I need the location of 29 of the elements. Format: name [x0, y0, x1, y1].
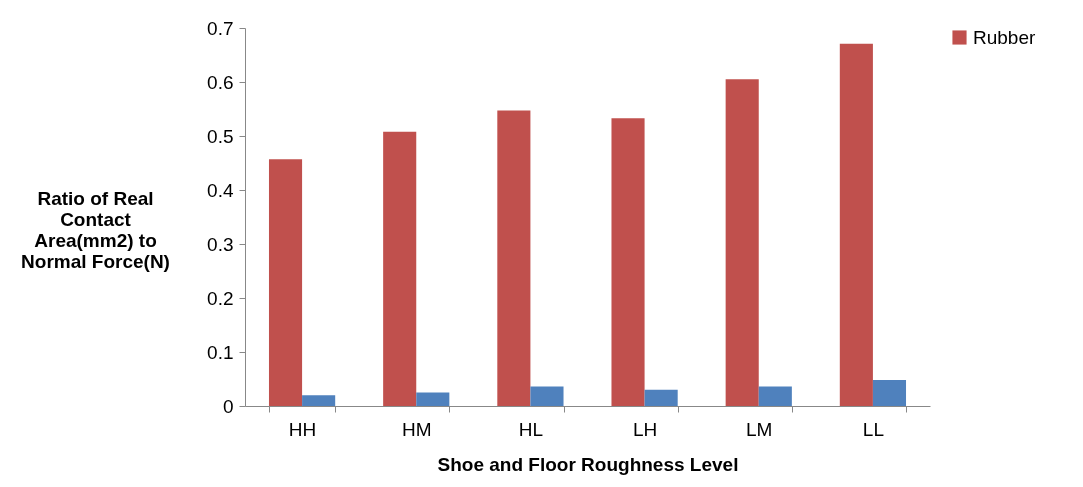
bar	[725, 79, 759, 406]
y-tick-label: 0.3	[207, 233, 234, 255]
bar	[497, 110, 531, 406]
y-tick-label: 0.4	[207, 179, 234, 201]
x-axis-title: Shoe and Floor Roughness Level	[437, 453, 739, 475]
y-axis-title: Ratio of Real Contact Area(mm2) to Normal Force(N)	[21, 187, 170, 272]
bar	[383, 131, 417, 406]
y-tick-label: 0.2	[207, 287, 234, 309]
x-tick-label: LL	[862, 418, 884, 440]
legend-label: Rubber	[973, 26, 1036, 48]
y-tick-label: 0.1	[207, 341, 234, 363]
bar	[530, 386, 564, 406]
bar	[839, 43, 873, 406]
y-tick-label: 0.7	[207, 17, 234, 39]
x-tick-label: HL	[518, 418, 544, 440]
y-tick-label: 0.6	[207, 71, 234, 93]
bar	[758, 386, 792, 406]
bar	[611, 118, 645, 406]
x-tick-label: HM	[401, 418, 432, 440]
bar	[268, 159, 303, 406]
x-tick-label: LM	[746, 418, 773, 440]
bar	[302, 395, 336, 406]
bar	[872, 380, 907, 406]
x-tick-label: HH	[288, 418, 317, 440]
y-tick-label: 0.5	[207, 125, 234, 147]
x-tick-label: LH	[632, 418, 658, 440]
bar	[644, 389, 678, 406]
bar	[416, 392, 450, 406]
y-tick-label: 0	[222, 395, 234, 417]
